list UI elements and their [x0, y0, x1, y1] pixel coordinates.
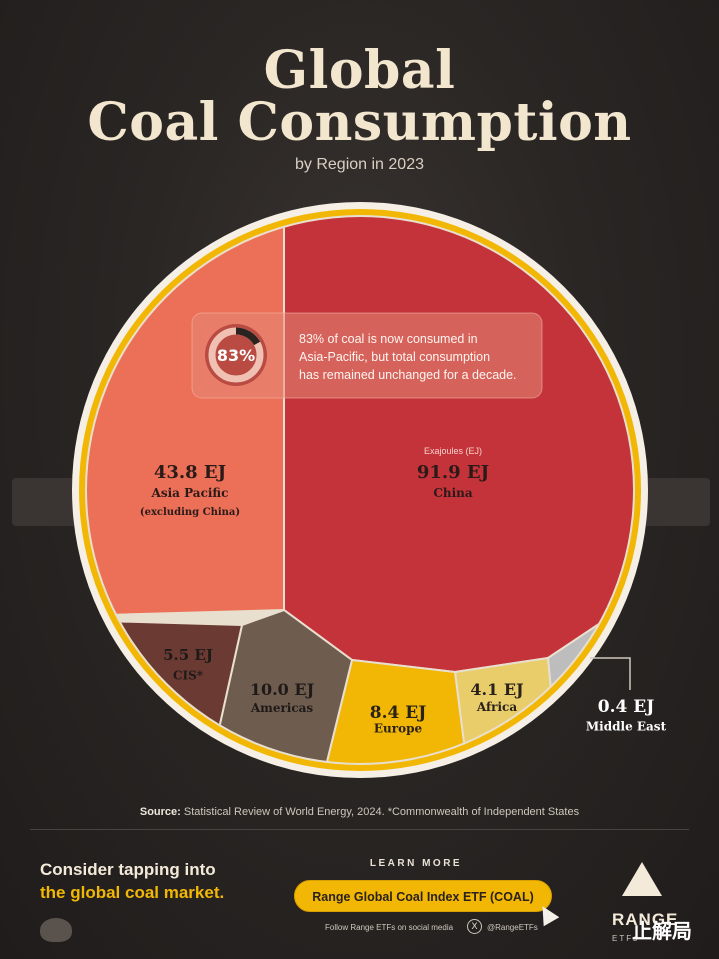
category-label-africa: Africa [476, 700, 517, 714]
source-note: Source: Statistical Review of World Ener… [0, 806, 719, 818]
cta-text: Consider tapping into the global coal ma… [40, 858, 224, 904]
social-handle[interactable]: @RangeETFs [487, 923, 538, 932]
brand-name: RANGE [612, 910, 679, 929]
category-label-cis: CIS* [173, 669, 204, 683]
cta-line2: the global coal market. [40, 883, 225, 902]
unit-label: Exajoules (EJ) [424, 446, 482, 456]
callout-text-line1: 83% of coal is now consumed in [299, 332, 478, 346]
left-cart-decoration [12, 478, 82, 526]
category-label-china: China [433, 486, 473, 500]
right-cart-decoration [640, 478, 710, 526]
callout-percent: 83% [217, 346, 255, 365]
value-label-asia-pacific: 43.8 EJ [154, 462, 226, 483]
slice-asia-pacific [87, 217, 285, 620]
page-subtitle: by Region in 2023 [295, 156, 424, 173]
watermark-text: 止解局 [632, 921, 692, 943]
value-label-europe: 8.4 EJ [370, 703, 427, 723]
callout-box: 83% 83% of coal is now consumed in Asia-… [191, 312, 543, 399]
page-title-line1: Global [263, 40, 456, 101]
pie-chart: 91.9 EJ China 0.4 EJ Middle East 4.1 EJAfric… [72, 202, 667, 778]
x-social-icon[interactable]: X [467, 919, 482, 934]
learn-more-label: LEARN MORE [369, 858, 463, 869]
range-logo-icon [622, 862, 662, 896]
category-label-middle-east: Middle East [586, 720, 667, 734]
category-label-europe: Europe [374, 722, 423, 736]
brand-logo-icon [40, 918, 72, 942]
source-label: Source: [139, 806, 181, 818]
source-text: Statistical Review of World Energy, 2024… [180, 806, 580, 818]
category-sublabel-asia-pacific: (excluding China) [140, 507, 240, 518]
value-label-middle-east: 0.4 EJ [598, 697, 655, 717]
value-label-africa: 4.1 EJ [470, 680, 523, 699]
brand-sub: ETFs [612, 934, 640, 943]
category-label-asia-pacific: Asia Pacific [151, 486, 229, 500]
callout-text-line3: has remained unchanged for a decade. [299, 368, 517, 382]
footer-divider [30, 829, 689, 830]
value-label-cis: 5.5 EJ [163, 646, 213, 664]
cta-line1: Consider tapping into [40, 860, 216, 879]
social-follow-text: Follow Range ETFs on social media [325, 923, 454, 932]
callout-text-line2: Asia-Pacific, but total consumption [299, 350, 490, 364]
category-label-americas: Americas [250, 701, 314, 715]
etf-link-button[interactable]: Range Global Coal Index ETF (COAL) [294, 880, 552, 912]
donut-remainder-arc [208, 327, 264, 383]
page-title-line2: Coal Consumption [87, 92, 632, 153]
value-label-china: 91.9 EJ [417, 462, 489, 483]
slice-china [283, 217, 633, 674]
value-label-americas: 10.0 EJ [250, 680, 314, 699]
middle-east-leader-line [590, 657, 631, 690]
